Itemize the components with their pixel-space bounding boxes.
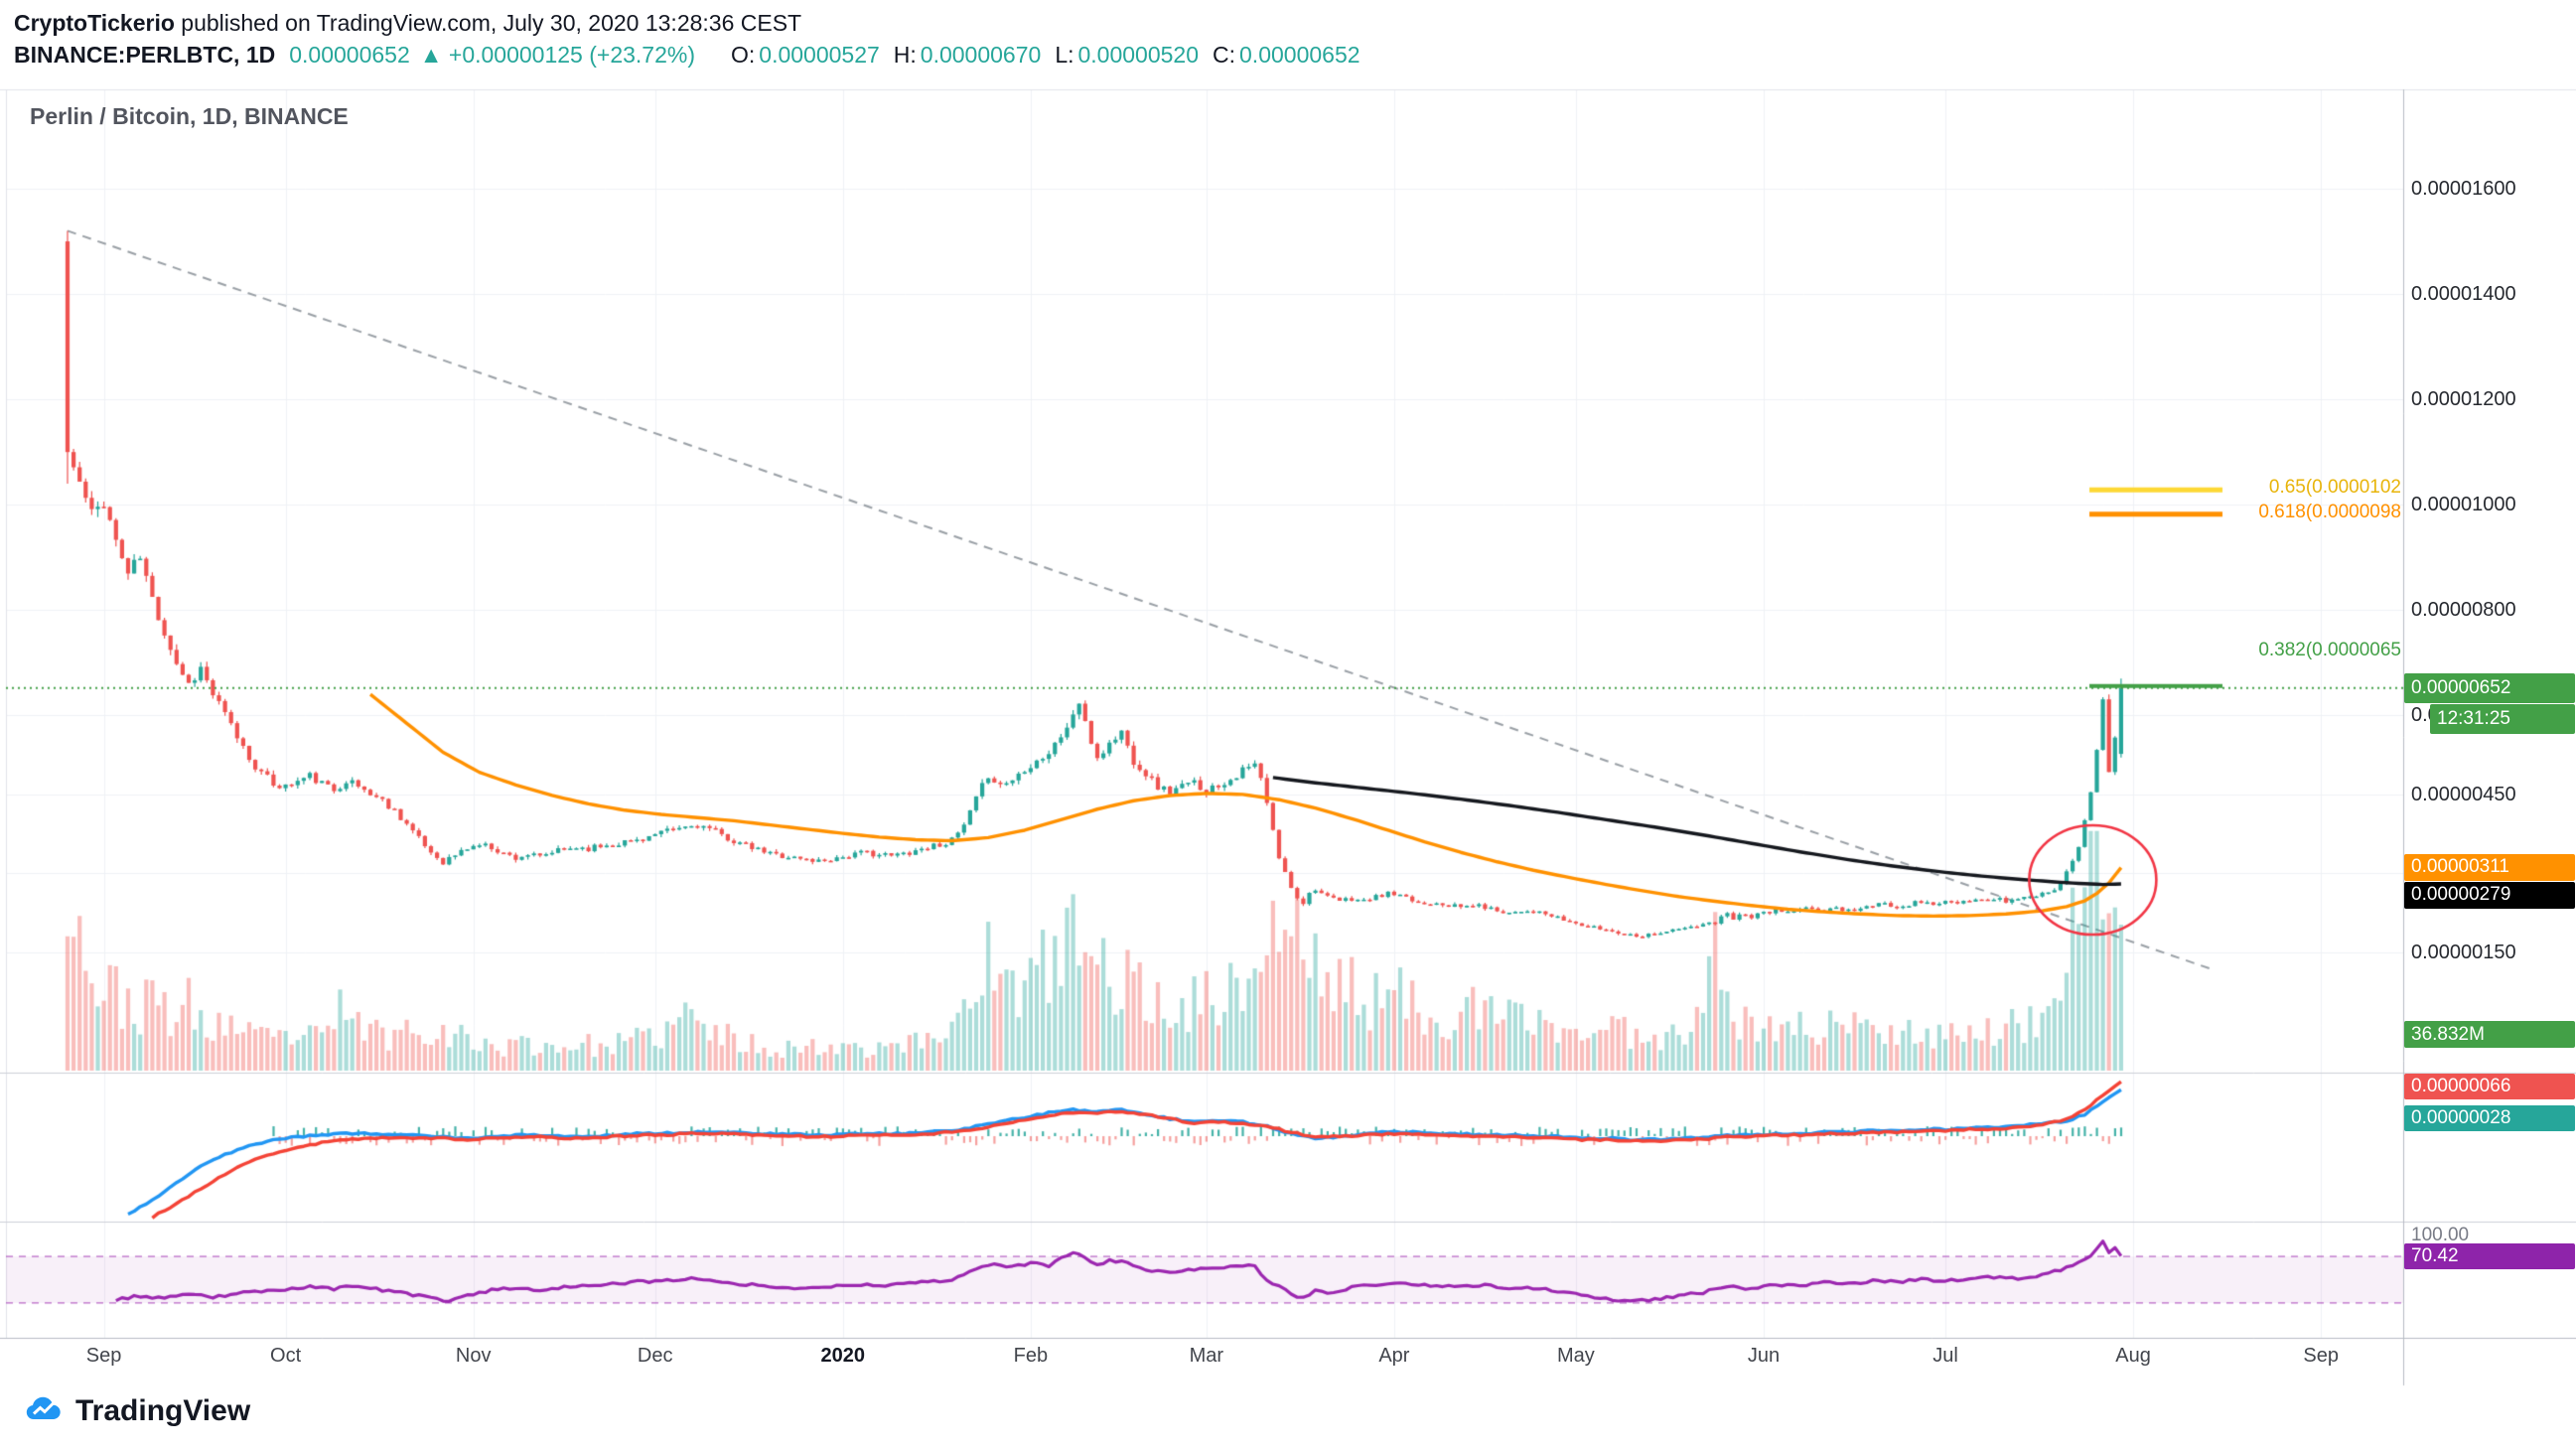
price-change-value: +0.00000125 (+23.72%) [448, 42, 695, 68]
rsi-pane[interactable] [0, 1222, 2403, 1338]
ohlc-label: L: [1055, 42, 1074, 68]
up-arrow-icon: ▲ [419, 42, 443, 68]
byline-author: CryptoTickerio [14, 10, 175, 36]
ohlc-value: 0.00000520 [1077, 42, 1200, 68]
byline: CryptoTickerio published on TradingView.… [14, 10, 801, 37]
tradingview-footer[interactable]: TradingView [24, 1390, 250, 1432]
price-pane[interactable] [0, 89, 2403, 1073]
price-change: ▲ +0.00000125 (+23.72%) [420, 42, 695, 68]
symbol-ohlc-bar: BINANCE:PERLBTC, 1D 0.00000652 ▲ +0.000001… [14, 42, 1360, 69]
last-price-value: 0.00000652 [289, 42, 410, 68]
time-axis[interactable] [0, 1339, 2576, 1385]
ohlc-value: 0.00000670 [920, 42, 1042, 68]
ohlc-value: 0.00000652 [1239, 42, 1360, 68]
ohlc-label: H: [893, 42, 917, 68]
tradingview-logo-icon [26, 1396, 61, 1419]
price-axis[interactable] [2404, 89, 2576, 1338]
chart-legend-title: Perlin / Bitcoin, 1D, BINANCE [30, 103, 349, 129]
ohlc-values: O: 0.00000527 H: 0.00000670 L: 0.00000520 C: 0.… [717, 42, 1360, 68]
ohlc-value: 0.00000527 [759, 42, 880, 68]
ohlc-label: O: [731, 42, 756, 68]
tradingview-brand: TradingView [75, 1394, 251, 1427]
ohlc-label: C: [1213, 42, 1236, 68]
symbol-label: BINANCE:PERLBTC, 1D [14, 42, 276, 68]
indicator-pane[interactable] [0, 1073, 2403, 1222]
byline-text: published on TradingView.com, July 30, 2… [174, 10, 802, 36]
